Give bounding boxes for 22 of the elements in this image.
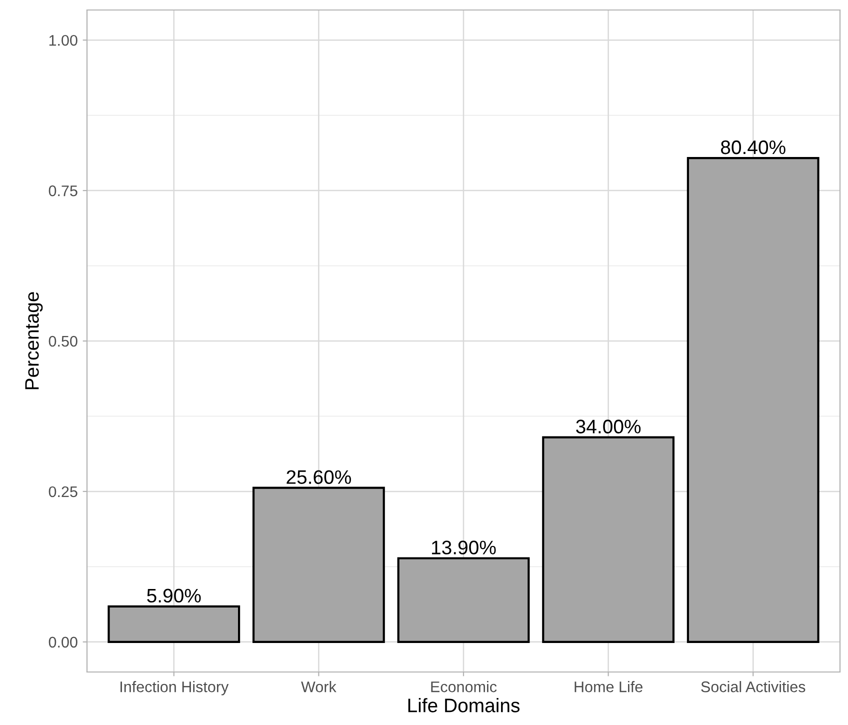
data-label: 25.60%: [286, 470, 351, 484]
y-tick-label: 0.75: [48, 185, 78, 196]
y-axis-title: Percentage: [25, 292, 43, 390]
x-tick-label: Social Activities: [701, 681, 806, 692]
bar: [252, 486, 385, 643]
data-label: 80.40%: [720, 140, 786, 154]
x-tick-label: Economic: [431, 681, 497, 692]
bar: [108, 605, 240, 643]
x-tick-label: Work: [301, 681, 336, 692]
data-label: 5.90%: [147, 588, 201, 603]
data-label: 34.00%: [576, 420, 641, 434]
x-tick-label: Infection History: [120, 681, 229, 696]
y-tick-label: 0.00: [48, 636, 78, 648]
bar: [542, 436, 675, 643]
y-tick-label: 1.00: [49, 34, 78, 46]
data-label: 13.90%: [432, 540, 496, 554]
bar: [686, 157, 820, 643]
x-axis-title: Life Domains: [408, 698, 520, 712]
y-tick-label: 0.50: [48, 336, 78, 347]
y-tick-label: 0.25: [48, 486, 78, 498]
x-tick-label: Home Life: [574, 681, 642, 692]
bar: [397, 557, 530, 643]
